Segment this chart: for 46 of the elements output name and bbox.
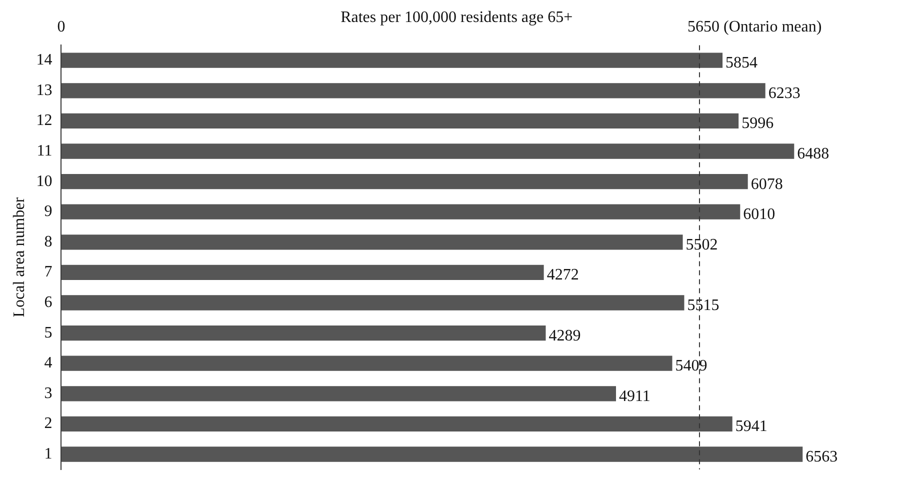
y-tick-label: 12 <box>36 112 52 130</box>
y-tick-label: 11 <box>36 142 52 160</box>
y-tick-label: 5 <box>44 324 52 342</box>
data-label: 5502 <box>686 236 718 254</box>
ref-line-label: 5650 (Ontario mean) <box>687 18 822 36</box>
bar <box>61 356 672 371</box>
data-label: 6488 <box>797 145 830 162</box>
bar <box>61 234 683 250</box>
y-tick-label: 7 <box>44 264 52 281</box>
y-tick-label: 10 <box>36 172 52 190</box>
bar <box>61 144 794 159</box>
y-tick-label: 6 <box>44 294 52 311</box>
y-tick-label: 4 <box>44 354 52 372</box>
bar <box>61 174 748 190</box>
y-tick-label: 9 <box>44 203 52 220</box>
data-label: 5996 <box>742 115 774 132</box>
bar <box>61 295 684 310</box>
data-label: 6563 <box>806 448 838 466</box>
data-label: 5854 <box>726 54 758 72</box>
y-tick-label: 1 <box>44 445 52 462</box>
data-label: 4911 <box>619 388 650 405</box>
bar <box>61 446 803 462</box>
data-label: 5409 <box>675 358 708 375</box>
bar <box>61 325 546 341</box>
text: 0 <box>57 18 66 36</box>
bar <box>61 386 616 402</box>
data-label: 5941 <box>735 418 768 436</box>
data-label: 6010 <box>743 206 776 224</box>
bar <box>61 204 740 220</box>
data-label: 4289 <box>548 327 581 344</box>
data-label: 6233 <box>768 84 800 102</box>
data-label: 5515 <box>687 296 720 314</box>
y-axis-title: Local area number <box>10 196 28 318</box>
bar <box>61 52 723 68</box>
y-tick-label: 3 <box>44 384 52 402</box>
bar <box>61 83 766 98</box>
data-label: 4272 <box>546 266 579 284</box>
bar <box>61 113 739 129</box>
x-axis-title: Rates per 100,000 residents age 65+ <box>340 8 573 26</box>
data-label: 6078 <box>750 176 783 193</box>
y-tick-label: 8 <box>44 233 52 250</box>
y-tick-label: 14 <box>36 52 52 69</box>
y-tick-label: 13 <box>36 82 52 99</box>
y-tick-label: 2 <box>44 415 52 432</box>
bar <box>61 416 732 432</box>
bar <box>61 264 544 280</box>
